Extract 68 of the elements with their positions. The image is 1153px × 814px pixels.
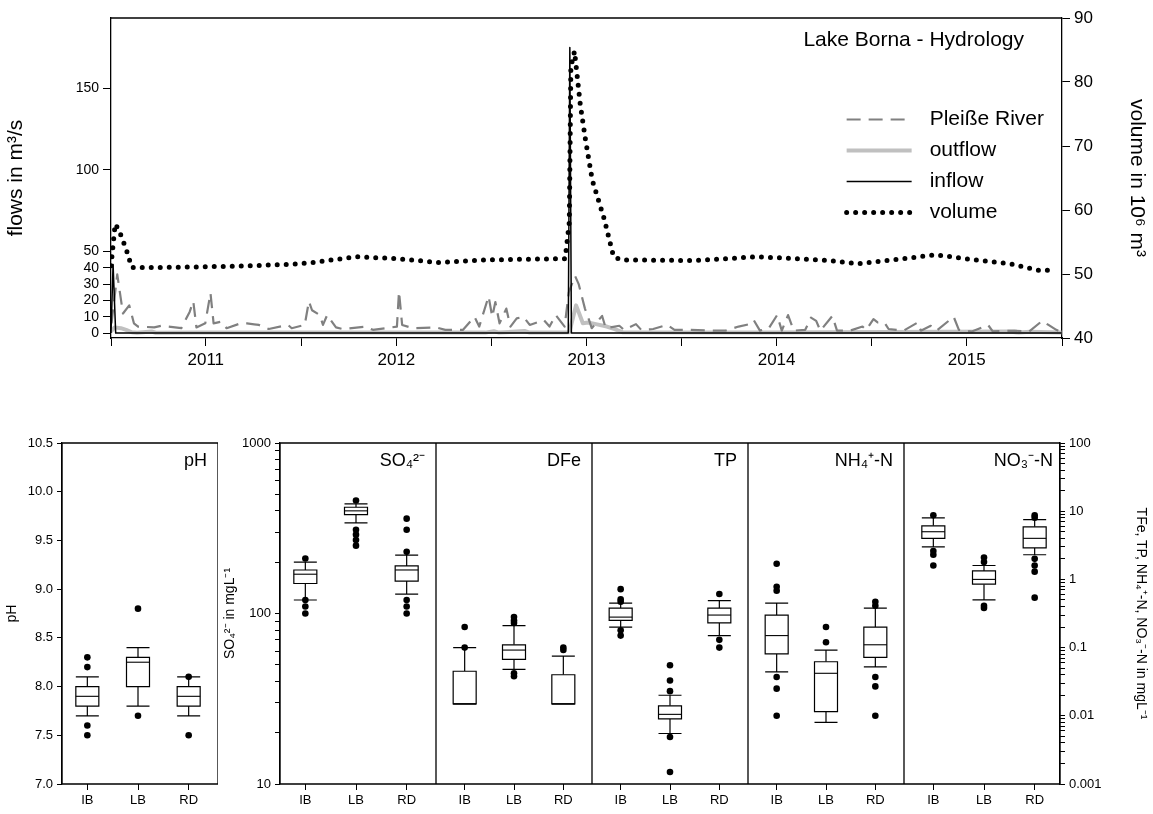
chart-title: DFe	[546, 449, 581, 470]
x-tick-label: IB	[614, 792, 627, 808]
y-tick-label: 0.01	[1069, 707, 1095, 723]
y-tick-label: 20	[83, 291, 100, 308]
x-tick-label: 2014	[757, 349, 796, 369]
y-tick-label: 100	[249, 605, 271, 621]
y-tick-label: 1000	[242, 434, 271, 450]
chart-title: Lake Borna - Hydrology	[803, 27, 1025, 51]
x-tick-label: LB	[976, 792, 992, 808]
y-tick-label: 10	[83, 307, 100, 324]
y-tick-label: 10	[1069, 502, 1084, 518]
y-tick-label: 9.5	[34, 532, 53, 548]
y2-tick-label: 90	[1074, 7, 1093, 27]
y-tick-label: 40	[83, 258, 100, 275]
y-tick-label: 10.0	[27, 483, 53, 499]
legend-label: outflow	[929, 137, 998, 161]
y-tick-label: 7.0	[34, 775, 53, 791]
x-tick-label: LB	[130, 792, 146, 808]
x-tick-label: RD	[553, 792, 573, 808]
y-axis-title: flows in m³/s	[3, 119, 27, 237]
y-tick-label: 8.0	[34, 678, 53, 694]
x-tick-label: RD	[1025, 792, 1045, 808]
x-tick-label: IB	[927, 792, 940, 808]
y-tick-label: 10	[256, 775, 271, 791]
y2-axis-title: volume in 10⁶ m³	[1126, 98, 1150, 258]
y-tick-label: 9.0	[34, 580, 53, 596]
y-tick-label: 100	[1069, 434, 1091, 450]
y2-tick-label: 60	[1074, 199, 1093, 219]
x-tick-label: 2013	[567, 349, 606, 369]
y-tick-label: 10.5	[27, 434, 53, 450]
chart-title: SO₄²⁻	[379, 449, 425, 470]
y-tick-label: 50	[83, 242, 100, 259]
x-tick-label: RD	[397, 792, 417, 808]
y2-tick-label: 80	[1074, 71, 1093, 91]
x-tick-label: RD	[865, 792, 885, 808]
y-tick-label: 0	[91, 323, 100, 340]
y-tick-label: 0.001	[1069, 775, 1102, 791]
x-tick-label: IB	[81, 792, 94, 808]
x-tick-label: LB	[818, 792, 834, 808]
chart-title: TP	[713, 449, 737, 470]
y-tick-label: 150	[75, 79, 100, 96]
y-tick-label: 30	[83, 274, 100, 291]
x-tick-label: RD	[709, 792, 729, 808]
legend-label: volume	[929, 199, 998, 223]
x-tick-label: 2011	[187, 349, 225, 369]
x-tick-label: IB	[458, 792, 471, 808]
x-tick-label: LB	[348, 792, 364, 808]
y-tick-label: 8.5	[34, 629, 53, 645]
y-tick-label: 7.5	[34, 726, 53, 742]
chart-title: NH₄⁺-N	[834, 449, 893, 470]
x-tick-label: IB	[770, 792, 783, 808]
x-tick-label: LB	[662, 792, 678, 808]
y-axis-title: SO₄²⁻ in mgL⁻¹	[221, 567, 238, 660]
y-axis-title: TFe, TP, NH₄⁺-N, NO₃⁻-N in mgL⁻¹	[1133, 507, 1150, 720]
x-tick-label: IB	[299, 792, 312, 808]
y-tick-label: 100	[75, 160, 100, 177]
y2-tick-label: 70	[1074, 135, 1093, 155]
legend-label: inflow	[929, 168, 985, 192]
x-tick-label: 2015	[947, 349, 986, 369]
y-tick-label: 0.1	[1069, 639, 1088, 655]
x-tick-label: 2012	[377, 349, 416, 369]
chart-title: pH	[183, 449, 207, 470]
x-tick-label: RD	[179, 792, 199, 808]
y-axis-title: pH	[3, 604, 20, 623]
chart-title: NO₃⁻-N	[993, 449, 1053, 470]
x-tick-label: LB	[506, 792, 522, 808]
y-tick-label: 1	[1069, 570, 1077, 586]
legend-label: Pleiße River	[929, 106, 1045, 130]
